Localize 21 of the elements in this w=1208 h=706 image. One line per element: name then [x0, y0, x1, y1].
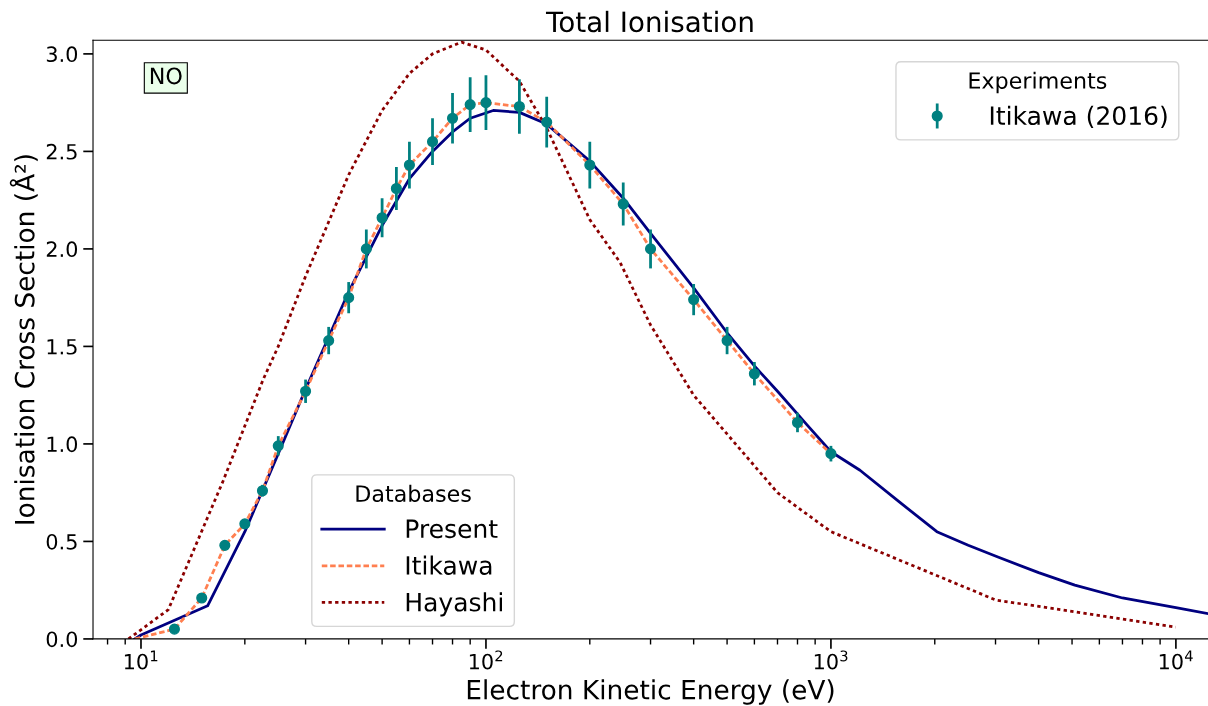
chart-title: Total Ionisation [545, 10, 753, 33]
text: Experiments [969, 71, 1107, 94]
x-axis-title: Electron Kinetic Energy (eV) [467, 679, 834, 705]
y-tick-label: 2.0 [46, 241, 78, 258]
annotation: NO [150, 67, 182, 85]
y-axis-title: Ionisation Cross Section (Å²) [9, 155, 38, 524]
x-tick-label: 10$^{3}$ [814, 650, 848, 670]
legend-label: Hayashi [406, 592, 502, 617]
legend-label: Present [406, 519, 498, 539]
y-tick-label: 1.5 [47, 339, 77, 355]
y-tick-label: 3.0 [46, 46, 78, 63]
y-tick-label: 1.0 [47, 436, 78, 453]
legend-label: Itikawa (2016) [990, 105, 1167, 129]
y-tick-label: 2.5 [46, 143, 77, 160]
text: Databases [356, 484, 471, 503]
legend-label: Itikawa [406, 555, 492, 575]
y-tick-label: 0.0 [46, 631, 78, 648]
y-tick-label: 0.5 [46, 533, 77, 550]
x-tick-label: 10$^{2}$ [469, 650, 503, 670]
x-tick-label: 10$^{4}$ [1159, 650, 1193, 670]
x-tick-label: 10$^{1}$ [124, 650, 158, 670]
